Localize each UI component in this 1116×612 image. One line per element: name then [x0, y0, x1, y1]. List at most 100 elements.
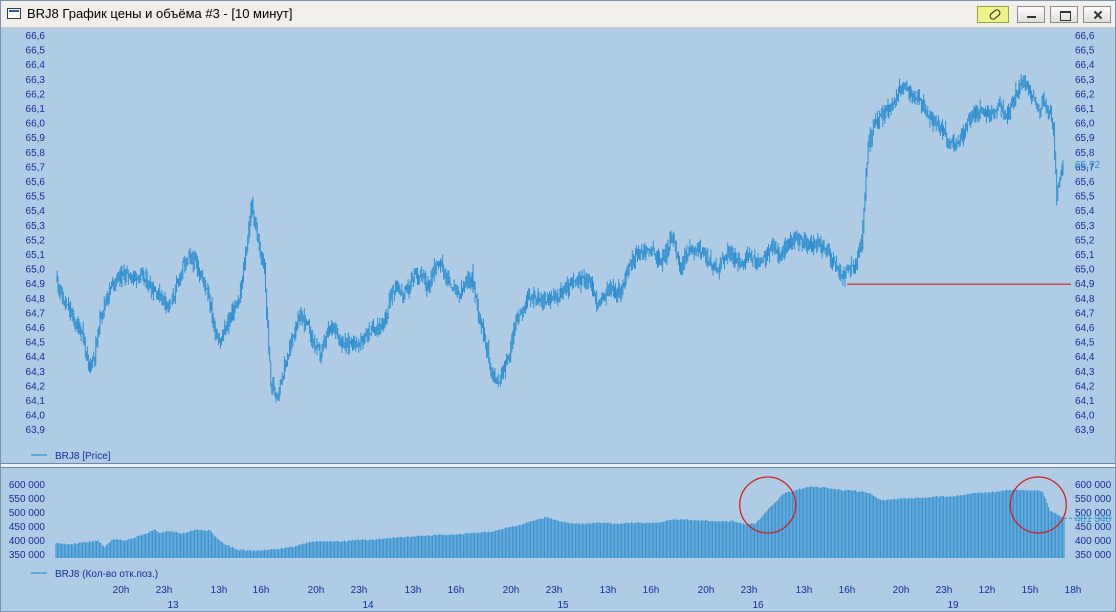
- maximize-button[interactable]: [1050, 6, 1078, 23]
- price-tick-left: 64,8: [26, 294, 46, 305]
- title-bar[interactable]: BRJ8 График цены и объёма #3 - [10 минут…: [1, 1, 1115, 28]
- price-tick-left: 64,0: [26, 411, 46, 422]
- app-chart-icon[interactable]: [7, 8, 21, 19]
- price-tick-left: 65,1: [26, 250, 46, 261]
- close-button[interactable]: [1083, 6, 1111, 23]
- volume-tick-left: 600 000: [9, 480, 46, 491]
- price-tick-right: 64,8: [1075, 294, 1095, 305]
- volume-legend-label: BRJ8 (Кол-во отк.поз.): [55, 569, 158, 580]
- volume-series: [55, 486, 1065, 558]
- price-tick-right: 65,7: [1075, 162, 1095, 173]
- day-label: 15: [557, 600, 569, 611]
- price-tick-left: 66,5: [26, 46, 46, 57]
- volume-tick-right: 550 000: [1075, 494, 1112, 505]
- price-tick-left: 65,7: [26, 162, 46, 173]
- hour-label: 23h: [741, 585, 758, 596]
- price-tick-left: 66,3: [26, 75, 46, 86]
- panel-splitter[interactable]: [1, 463, 1115, 468]
- price-tick-left: 64,6: [26, 323, 46, 334]
- hour-label: 16h: [643, 585, 660, 596]
- hour-label: 13h: [405, 585, 422, 596]
- price-legend-label: BRJ8 [Price]: [55, 451, 111, 462]
- price-series: [56, 74, 1064, 403]
- price-last-value-label: 65,72: [1075, 160, 1100, 171]
- price-tick-right: 64,4: [1075, 352, 1095, 363]
- price-tick-left: 66,1: [26, 104, 46, 115]
- volume-y-axis-left: 600 000 550 000 500 000 450 000 400 000 350 0…: [9, 480, 46, 561]
- price-tick-right: 65,2: [1075, 235, 1095, 246]
- hour-label: 15h: [1022, 585, 1039, 596]
- hour-label: 20h: [698, 585, 715, 596]
- price-tick-right: 65,9: [1075, 133, 1095, 144]
- price-tick-left: 65,4: [26, 206, 46, 217]
- price-tick-right: 66,5: [1075, 46, 1095, 57]
- day-label: 13: [167, 600, 179, 611]
- price-tick-right: 64,1: [1075, 396, 1095, 407]
- price-tick-right: 64,2: [1075, 381, 1095, 392]
- volume-marker-circle: [739, 476, 797, 534]
- hour-label: 23h: [351, 585, 368, 596]
- price-tick-right: 66,4: [1075, 60, 1095, 71]
- price-tick-left: 65,5: [26, 192, 46, 203]
- window-title: BRJ8 График цены и объёма #3 - [10 минут…: [27, 6, 293, 21]
- hour-label: 20h: [503, 585, 520, 596]
- time-axis: 20h 23h 13h 16h 20h 23h 13h 16h 20h 23h 13h 16h 20h 2…: [113, 585, 1082, 611]
- hour-label: 16h: [839, 585, 856, 596]
- price-tick-left: 64,7: [26, 308, 46, 319]
- price-tick-right: 66,0: [1075, 119, 1095, 130]
- hour-label: 12h: [979, 585, 996, 596]
- hour-label: 13h: [600, 585, 617, 596]
- day-label: 14: [362, 600, 374, 611]
- volume-tick-right: 450 000: [1075, 522, 1112, 533]
- price-tick-left: 64,1: [26, 396, 46, 407]
- price-tick-right: 64,3: [1075, 367, 1095, 378]
- volume-marker-circles: [739, 476, 1067, 534]
- price-tick-right: 66,3: [1075, 75, 1095, 86]
- chart-area[interactable]: 66,666,566,466,366,266,166,065,965,865,7…: [1, 28, 1115, 611]
- price-tick-right: 65,4: [1075, 206, 1095, 217]
- volume-y-axis-right: 600 000 550 000 500 000 450 000 400 000 350 0…: [1075, 480, 1112, 561]
- price-tick-left: 66,0: [26, 119, 46, 130]
- hour-label: 16h: [448, 585, 465, 596]
- volume-marker-circle: [1009, 476, 1067, 534]
- volume-last-value-label: 481 348: [1075, 514, 1112, 525]
- price-tick-left: 64,3: [26, 367, 46, 378]
- hour-label: 13h: [211, 585, 228, 596]
- volume-legend[interactable]: BRJ8 (Кол-во отк.поз.): [31, 569, 158, 580]
- price-legend[interactable]: BRJ8 [Price]: [31, 451, 111, 462]
- price-tick-left: 66,2: [26, 89, 46, 100]
- volume-tick-left: 350 000: [9, 550, 46, 561]
- price-tick-left: 65,3: [26, 221, 46, 232]
- price-tick-left: 65,2: [26, 235, 46, 246]
- volume-tick-right: 350 000: [1075, 550, 1112, 561]
- price-tick-left: 64,2: [26, 381, 46, 392]
- volume-tick-right: 600 000: [1075, 480, 1112, 491]
- price-tick-right: 65,3: [1075, 221, 1095, 232]
- volume-tick-left: 550 000: [9, 494, 46, 505]
- volume-tick-right: 400 000: [1075, 536, 1112, 547]
- hour-label: 23h: [936, 585, 953, 596]
- price-tick-right: 65,8: [1075, 148, 1095, 159]
- hour-label: 13h: [796, 585, 813, 596]
- price-tick-left: 65,0: [26, 265, 46, 276]
- price-tick-left: 64,4: [26, 352, 46, 363]
- price-tick-left: 66,4: [26, 60, 46, 71]
- price-tick-left: 64,9: [26, 279, 46, 290]
- volume-tick-right: 500 000: [1075, 508, 1112, 519]
- price-tick-right: 64,5: [1075, 338, 1095, 349]
- link-button[interactable]: [977, 6, 1009, 23]
- price-tick-right: 64,9: [1075, 279, 1095, 290]
- hour-label: 20h: [893, 585, 910, 596]
- price-tick-left: 65,8: [26, 148, 46, 159]
- price-tick-right: 66,6: [1075, 31, 1095, 42]
- hour-label: 23h: [156, 585, 173, 596]
- price-tick-right: 63,9: [1075, 425, 1095, 436]
- price-tick-right: 66,1: [1075, 104, 1095, 115]
- hour-label: 20h: [113, 585, 130, 596]
- price-tick-right: 65,0: [1075, 265, 1095, 276]
- minimize-button[interactable]: [1017, 6, 1045, 23]
- price-tick-right: 65,6: [1075, 177, 1095, 188]
- hour-label: 23h: [546, 585, 563, 596]
- hour-label: 18h: [1065, 585, 1082, 596]
